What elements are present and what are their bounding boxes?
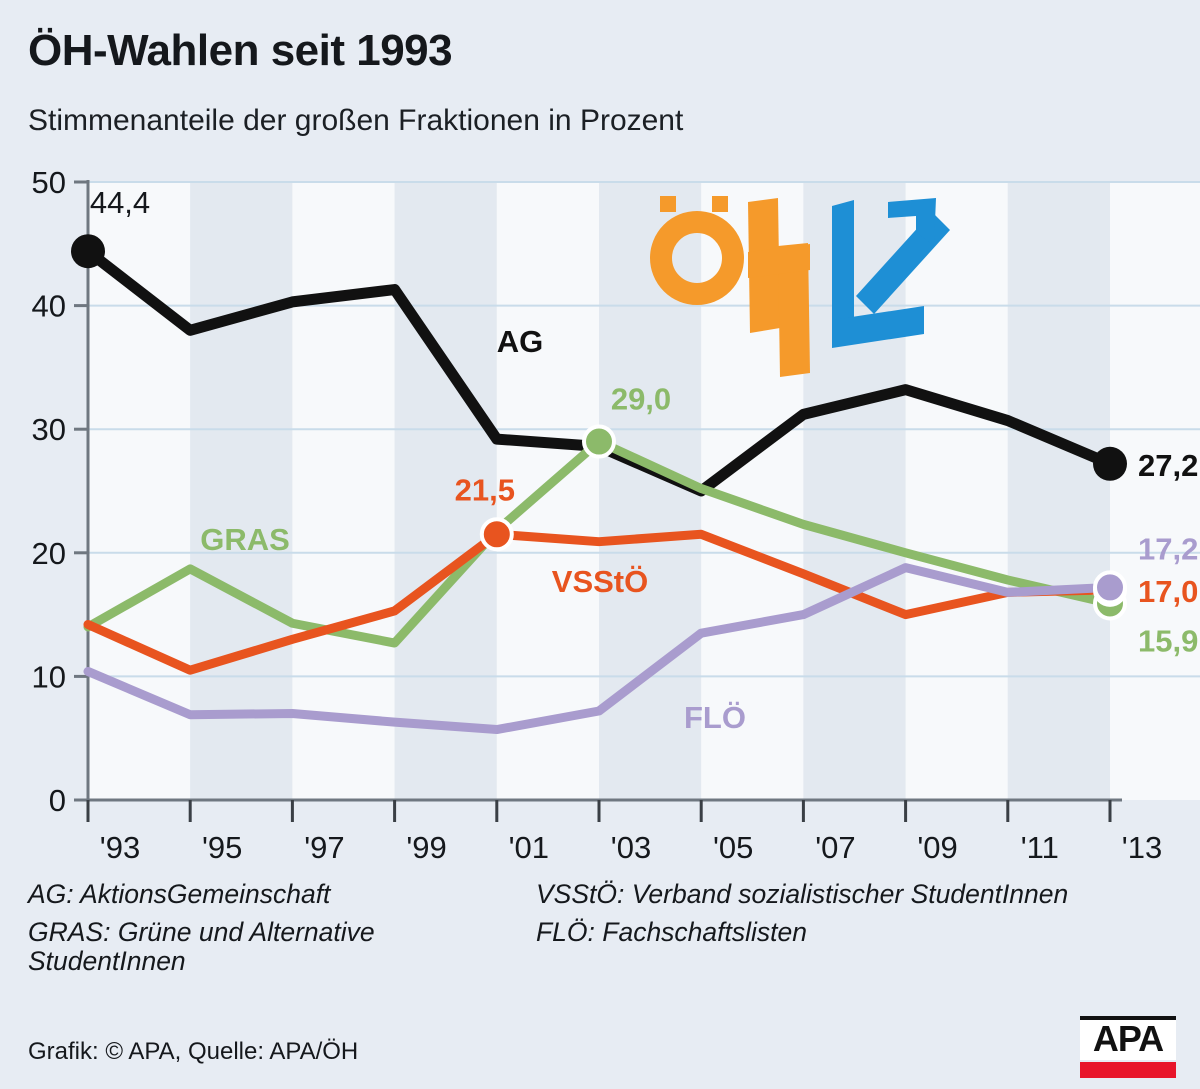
footnote-gras: GRAS: Grüne und Alternative StudentInnen (28, 916, 375, 977)
data-point-label: 29,0 (611, 382, 671, 417)
y-axis: 0 10 20 30 40 50 (32, 165, 90, 818)
series-label-fl: FLÖ (684, 700, 746, 735)
plot-band (190, 182, 293, 800)
series-label-gras: GRAS (200, 522, 290, 557)
y-axis-tick-label: 20 (32, 536, 66, 571)
data-point-marker (582, 424, 616, 459)
x-axis-tick-label: '01 (509, 830, 549, 865)
oeh-logo-umlaut-right (712, 196, 728, 212)
oeh-logo (650, 196, 950, 377)
apa-logo-text: APA (1080, 1016, 1176, 1060)
credit-line: Grafik: © APA, Quelle: APA/ÖH (28, 1038, 359, 1065)
data-point-label: 44,4 (90, 185, 150, 220)
y-axis-tick-label: 40 (32, 289, 66, 324)
series-label-vsst: VSStÖ (552, 564, 648, 599)
plot-band (292, 182, 395, 800)
y-axis-tick-label: 30 (32, 412, 66, 447)
data-point-marker (1093, 570, 1127, 605)
series-vsst (83, 529, 1115, 675)
x-axis-tick-label: '99 (406, 830, 446, 865)
oeh-logo-o (650, 211, 744, 305)
series-line (83, 529, 1115, 675)
x-axis-tick-label: '07 (815, 830, 855, 865)
footnote-left: AG: AktionsGemeinschaft GRAS: Grüne und … (28, 879, 533, 985)
oeh-logo-h-stem-right (778, 243, 810, 377)
footnote-ag: AG: AktionsGemeinschaft (28, 879, 331, 909)
page-title: ÖH-Wahlen seit 1993 (28, 26, 453, 75)
data-point-marker (1093, 446, 1127, 481)
y-axis-tick-label: 50 (32, 165, 66, 200)
oeh-logo-arrow-base (832, 306, 924, 348)
x-axis-tick-label: '05 (713, 830, 753, 865)
series-markers: 44,4 27,2 (71, 185, 1198, 483)
oeh-logo-arrow-head (888, 198, 936, 246)
oeh-logo-h-bar (748, 244, 810, 278)
data-point-label: 21,5 (455, 472, 515, 507)
data-point-label: 17,2 (1138, 531, 1198, 566)
apa-logo: APA (1080, 1016, 1176, 1078)
x-axis-tick-label: '09 (917, 830, 957, 865)
footnote-right: VSStÖ: Verband sozialistischer StudentIn… (536, 879, 1096, 955)
y-axis-tick-label: 0 (49, 783, 66, 818)
x-axis: '93 '95 '97 '99 '01 '03 '05 '07 '09 '11 '13 (86, 798, 1162, 865)
plot-band (1007, 182, 1110, 800)
plot-band (905, 182, 1008, 800)
oeh-logo-umlaut-left (660, 196, 676, 212)
plot-bands (88, 182, 1200, 800)
oeh-logo-arrow-stem (832, 200, 854, 336)
series-line (83, 563, 1115, 735)
plot-band (394, 182, 497, 800)
footnote-floe: FLÖ: Fachschaftslisten (536, 916, 807, 947)
series-fl (83, 563, 1115, 735)
data-point-marker (71, 234, 105, 269)
plot-band (1110, 182, 1200, 800)
x-axis-tick-label: '11 (1021, 830, 1059, 865)
y-axis-tick-label: 10 (32, 659, 66, 694)
x-axis-tick-label: '93 (100, 830, 140, 865)
apa-logo-bar (1080, 1062, 1176, 1078)
x-axis-tick-label: '95 (202, 830, 242, 865)
x-axis-tick-label: '97 (304, 830, 344, 865)
page-subtitle: Stimmenanteile der großen Fraktionen in … (28, 104, 684, 137)
series-markers: 17,2 (1093, 531, 1198, 605)
data-point-marker (479, 517, 514, 552)
x-axis-tick-label: '03 (611, 830, 651, 865)
x-axis-tick-label: '13 (1122, 830, 1162, 865)
series-label-ag: AG (497, 324, 544, 359)
footnote-vsstoe: VSStÖ: Verband sozialistischer StudentIn… (536, 879, 1069, 909)
data-point-label: 27,2 (1138, 448, 1198, 483)
data-point-label: 15,9 (1138, 623, 1198, 658)
data-point-label: 17,0 (1138, 574, 1198, 609)
